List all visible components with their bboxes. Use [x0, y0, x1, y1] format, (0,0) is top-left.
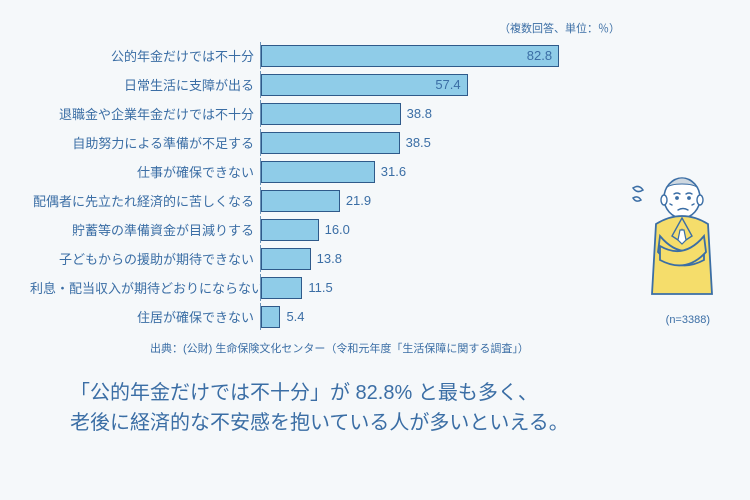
bar [261, 306, 280, 328]
bar [261, 103, 401, 125]
bar [261, 161, 375, 183]
bar-area: 16.0 [260, 216, 630, 243]
bar-area: 5.4 [260, 303, 630, 330]
bar-area: 13.8 [260, 245, 630, 272]
bar-row: 日常生活に支障が出る 57.4 [30, 71, 630, 98]
bar-value: 16.0 [325, 222, 350, 237]
bar-row: 貯蓄等の準備資金が目減りする 16.0 [30, 216, 630, 243]
bar-label: 住居が確保できない [30, 307, 260, 326]
bar-label: 自助努力による準備が不足する [30, 133, 260, 152]
bar [261, 219, 319, 241]
bar-row: 自助努力による準備が不足する 38.5 [30, 129, 630, 156]
bar-area: 38.8 [260, 100, 630, 127]
top-note: （複数回答、単位：％） [30, 20, 720, 36]
bar-value: 57.4 [435, 77, 460, 92]
bar [261, 132, 400, 154]
bar-row: 退職金や企業年金だけでは不十分 38.8 [30, 100, 630, 127]
bar-label: 子どもからの援助が期待できない [30, 249, 260, 268]
bar [261, 190, 340, 212]
bar-area: 21.9 [260, 187, 630, 214]
bar [261, 248, 311, 270]
bar-label: 日常生活に支障が出る [30, 75, 260, 94]
bar-value: 38.8 [407, 106, 432, 121]
bar-label: 退職金や企業年金だけでは不十分 [30, 104, 260, 123]
person-icon [630, 170, 725, 310]
bar: 82.8 [261, 45, 559, 67]
bar-value: 38.5 [406, 135, 431, 150]
bar-area: 31.6 [260, 158, 630, 185]
bar-label: 公的年金だけでは不十分 [30, 46, 260, 65]
bar-label: 仕事が確保できない [30, 162, 260, 181]
bar-row: 住居が確保できない 5.4 [30, 303, 630, 330]
bar-value: 5.4 [286, 309, 304, 324]
bar-label: 配偶者に先立たれ経済的に苦しくなる [30, 191, 260, 210]
bar-chart: 公的年金だけでは不十分 82.8 日常生活に支障が出る 57.4 退職金や企業年金だけで… [30, 42, 630, 330]
bar-area: 11.5 [260, 274, 630, 301]
bar-row: 配偶者に先立たれ経済的に苦しくなる 21.9 [30, 187, 630, 214]
bar-value: 31.6 [381, 164, 406, 179]
bar-value: 13.8 [317, 251, 342, 266]
n-note: (n=3388) [666, 314, 710, 326]
bar-area: 57.4 [260, 71, 630, 98]
summary-line-2: 老後に経済的な不安感を抱いている人が多いといえる。 [70, 408, 720, 438]
bar: 57.4 [261, 74, 468, 96]
bar-value: 11.5 [308, 280, 332, 295]
bar-value: 82.8 [527, 48, 552, 63]
bar-value: 21.9 [346, 193, 371, 208]
worried-person-illustration [630, 170, 725, 310]
bar-label: 貯蓄等の準備資金が目減りする [30, 220, 260, 239]
summary-line-1: 「公的年金だけでは不十分」が 82.8% と最も多く、 [70, 378, 720, 408]
bar-row: 仕事が確保できない 31.6 [30, 158, 630, 185]
summary-text: 「公的年金だけでは不十分」が 82.8% と最も多く、 老後に経済的な不安感を抱… [70, 378, 720, 438]
bar-area: 38.5 [260, 129, 630, 156]
bar-row: 公的年金だけでは不十分 82.8 [30, 42, 630, 69]
source-citation: 出典：(公財) 生命保険文化センター（令和元年度「生活保障に関する調査」） [150, 340, 720, 356]
bar-row: 子どもからの援助が期待できない 13.8 [30, 245, 630, 272]
bar-row: 利息・配当収入が期待どおりにならない 11.5 [30, 274, 630, 301]
bar-label: 利息・配当収入が期待どおりにならない [30, 278, 260, 297]
bar [261, 277, 302, 299]
bar-area: 82.8 [260, 42, 630, 69]
